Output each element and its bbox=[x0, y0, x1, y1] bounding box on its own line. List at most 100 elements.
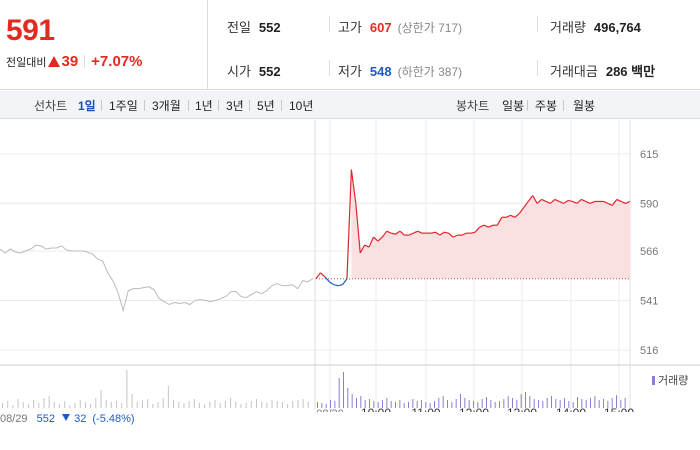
tab-divider bbox=[144, 100, 145, 111]
stat-label: 거래량 bbox=[550, 20, 586, 35]
volume-bar-prev bbox=[292, 401, 294, 408]
volume-bar-prev bbox=[95, 398, 97, 408]
stat-prev-close: 전일 552 bbox=[227, 17, 281, 36]
volume-bar-prev bbox=[193, 399, 195, 408]
volume-bar-prev bbox=[141, 400, 143, 408]
volume-bar-prev bbox=[178, 402, 180, 408]
lower-limit: (하한가 387) bbox=[397, 65, 463, 79]
volume-bar-today bbox=[451, 402, 453, 408]
tab-5year[interactable]: 5년 bbox=[257, 99, 275, 113]
tab-10year[interactable]: 10년 bbox=[289, 99, 314, 113]
volume-bar-prev bbox=[110, 402, 112, 408]
tab-monthly[interactable]: 월봉 bbox=[573, 99, 596, 113]
today-line-up bbox=[527, 195, 534, 202]
volume-bar-today bbox=[438, 398, 440, 408]
stat-divider bbox=[537, 16, 538, 32]
today-line-down bbox=[333, 284, 339, 287]
volume-bar-prev bbox=[121, 403, 123, 408]
down-triangle-icon bbox=[62, 414, 71, 421]
tab-3month[interactable]: 3개월 bbox=[152, 99, 181, 113]
volume-bar-prev bbox=[266, 403, 268, 408]
volume-bar-today bbox=[581, 399, 583, 408]
price-lines bbox=[0, 169, 631, 313]
volume-bar-prev bbox=[48, 396, 50, 408]
stat-value: 548 bbox=[369, 64, 392, 79]
period-bar: 선차트 1일 1주일 3개월 1년 3년 5년 10년 봉차트 일봉 주봉 월봉 bbox=[0, 91, 700, 119]
tab-weekly[interactable]: 주봉 bbox=[535, 99, 558, 113]
tab-divider bbox=[281, 100, 282, 111]
today-line-up bbox=[408, 232, 414, 236]
volume-bar-prev bbox=[219, 403, 221, 408]
volume-bar-today bbox=[624, 398, 626, 408]
change-rate: +7.07% bbox=[91, 53, 143, 70]
today-line-up bbox=[567, 199, 573, 203]
volume-bar-prev bbox=[100, 390, 102, 408]
volume-bar-today bbox=[468, 400, 470, 408]
today-line-up bbox=[563, 199, 569, 204]
y-tick-label: 566 bbox=[640, 246, 658, 258]
volume-bar-prev bbox=[287, 404, 289, 408]
volume-bar-prev bbox=[64, 401, 66, 408]
today-line-down bbox=[328, 281, 335, 286]
stat-label: 시가 bbox=[227, 64, 251, 79]
volume-bar-prev bbox=[245, 403, 247, 408]
volume-bar-today bbox=[616, 395, 617, 408]
x-tick-label: 15:00 bbox=[604, 406, 634, 412]
change-divider bbox=[84, 55, 86, 68]
volume-bar-today bbox=[416, 401, 418, 408]
tab-1week[interactable]: 1주일 bbox=[109, 99, 138, 113]
tab-daily[interactable]: 일봉 bbox=[502, 99, 525, 113]
today-line-up bbox=[364, 244, 370, 248]
stat-label: 고가 bbox=[338, 20, 362, 35]
y-tick-label: 541 bbox=[640, 296, 658, 308]
today-line-up bbox=[589, 200, 595, 204]
today-line-up bbox=[381, 230, 388, 238]
today-line-up bbox=[483, 224, 489, 228]
volume-bar-today bbox=[473, 401, 474, 408]
volume-bar-today bbox=[516, 400, 518, 408]
volume-bar-today bbox=[403, 403, 405, 408]
stat-value: 552 bbox=[258, 20, 281, 35]
today-line-up bbox=[603, 200, 609, 204]
prev-change: 32 bbox=[74, 413, 87, 425]
volume-bar-prev bbox=[43, 398, 45, 408]
volume-bar-prev bbox=[162, 398, 164, 408]
volume-bar-today bbox=[338, 378, 340, 408]
volume-bar-prev bbox=[59, 404, 61, 408]
today-line-up bbox=[417, 230, 423, 234]
today-line-down bbox=[342, 278, 348, 286]
volume-bar-prev bbox=[281, 402, 283, 408]
prev-rate: (-5.48%) bbox=[92, 413, 135, 425]
volume-bar-today bbox=[533, 399, 535, 408]
volume-bar-prev bbox=[173, 400, 175, 408]
y-axis: 615 590 566 541 516 bbox=[640, 149, 658, 357]
stat-trade-value: 거래대금 286 백만 bbox=[550, 61, 655, 80]
stat-label: 전일 bbox=[227, 20, 251, 35]
tab-3year[interactable]: 3년 bbox=[226, 99, 244, 113]
volume-bar-today bbox=[490, 400, 492, 408]
volume-bar-prev bbox=[276, 401, 278, 408]
tab-1year[interactable]: 1년 bbox=[195, 99, 213, 113]
tab-divider bbox=[249, 100, 250, 111]
volume-bar-today bbox=[382, 400, 383, 408]
tab-1day[interactable]: 1일 bbox=[78, 99, 96, 113]
volume-bar-prev bbox=[79, 400, 81, 408]
today-line-up bbox=[532, 195, 538, 204]
volume-bar-prev bbox=[84, 402, 86, 408]
volume-bar-today bbox=[343, 372, 344, 408]
volume-bar-today bbox=[442, 396, 444, 408]
today-line-up bbox=[320, 272, 326, 278]
volume-bar-today bbox=[520, 394, 522, 408]
up-triangle-icon bbox=[48, 56, 61, 67]
prev-day-line bbox=[0, 244, 314, 313]
today-line-up bbox=[558, 200, 564, 204]
volume-bar-today bbox=[594, 396, 596, 408]
today-line-up bbox=[430, 231, 436, 234]
volume-bar-today bbox=[347, 388, 349, 408]
stat-divider bbox=[329, 60, 330, 76]
volume-bar-prev bbox=[240, 404, 242, 408]
grid bbox=[0, 120, 700, 412]
stat-value: 286 백만 bbox=[605, 64, 656, 79]
today-line-up bbox=[549, 199, 556, 204]
today-line-up bbox=[350, 169, 357, 204]
